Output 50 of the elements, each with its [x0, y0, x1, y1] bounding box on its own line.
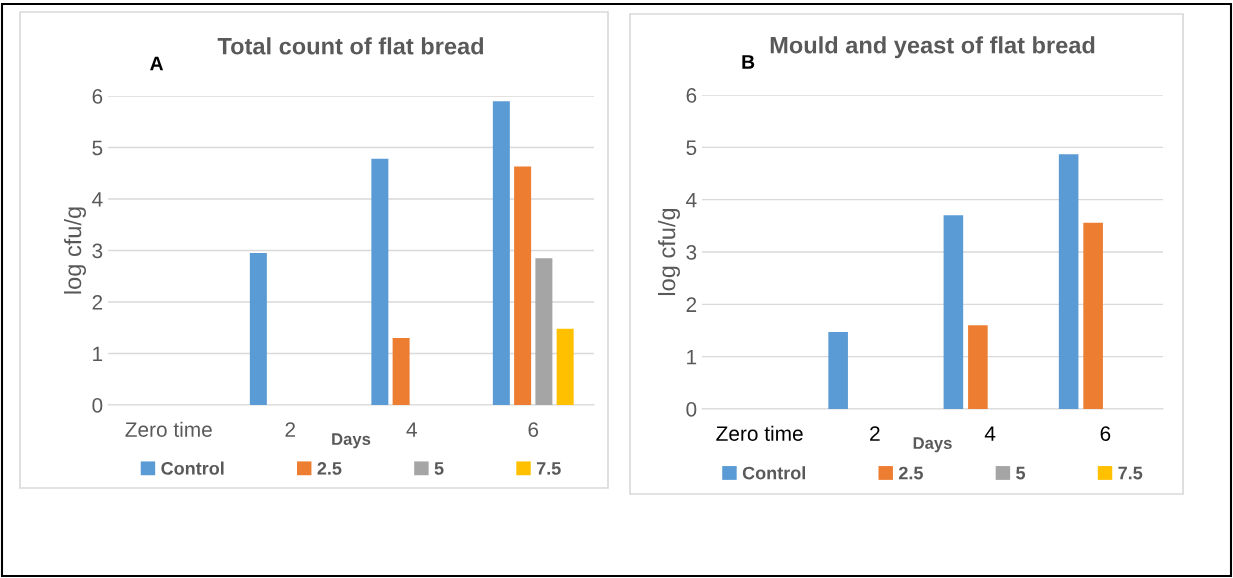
- chart-title: Mould and yeast of flat bread: [770, 36, 1095, 59]
- legend-label: 2.5: [898, 466, 923, 480]
- y-tick-label: 2: [686, 297, 697, 312]
- bar: [371, 158, 389, 405]
- y-tick-label: 3: [686, 245, 697, 260]
- legend-label: 7.5: [1118, 466, 1143, 480]
- y-axis-title: log cfu/g: [657, 208, 680, 296]
- legend-label: 5: [434, 462, 444, 475]
- bar: [249, 253, 267, 405]
- bar: [828, 332, 848, 409]
- y-axis-title: log cfu/g: [63, 207, 86, 294]
- y-tick-label: 6: [686, 88, 697, 103]
- bar: [556, 328, 574, 405]
- x-tick-label: Zero time: [716, 425, 803, 441]
- y-tick-label: 5: [92, 140, 103, 156]
- x-tick-label: 6: [1100, 426, 1111, 441]
- bar: [514, 166, 532, 405]
- bar: [968, 325, 988, 409]
- y-tick-label: 4: [686, 192, 697, 208]
- x-tick-label: 6: [528, 422, 539, 437]
- legend-label: 7.5: [536, 462, 561, 475]
- y-tick-label: 4: [92, 192, 103, 207]
- bar: [535, 258, 553, 405]
- bar: [1083, 222, 1103, 409]
- y-tick-label: 6: [92, 89, 103, 104]
- x-tick-label: 2: [285, 422, 295, 437]
- x-tick-label: 4: [406, 422, 417, 437]
- x-tick-label: 4: [984, 426, 996, 441]
- x-tick-label: 2: [870, 426, 880, 441]
- text: B: [742, 55, 755, 69]
- y-tick-label: 3: [92, 243, 103, 259]
- x-tick-label: Zero time: [125, 421, 212, 437]
- chart-title: Total count of flat bread: [217, 37, 484, 55]
- y-tick-label: 0: [92, 398, 103, 413]
- legend-label: Control: [742, 466, 805, 480]
- y-tick-label: 1: [93, 346, 103, 362]
- x-axis-title: Days: [332, 433, 371, 449]
- text: A: [150, 56, 164, 71]
- y-tick-label: 1: [687, 349, 697, 365]
- y-tick-label: 5: [686, 140, 697, 156]
- y-tick-label: 2: [92, 295, 103, 310]
- legend-label: 5: [1016, 466, 1026, 480]
- bar: [492, 101, 510, 405]
- legend-label: 2.5: [317, 461, 342, 475]
- bar: [392, 338, 410, 405]
- y-tick-label: 0: [686, 402, 697, 417]
- bar: [943, 215, 964, 409]
- bar: [1058, 154, 1079, 409]
- x-axis-title: Days: [913, 437, 952, 453]
- legend-label: Control: [161, 461, 224, 475]
